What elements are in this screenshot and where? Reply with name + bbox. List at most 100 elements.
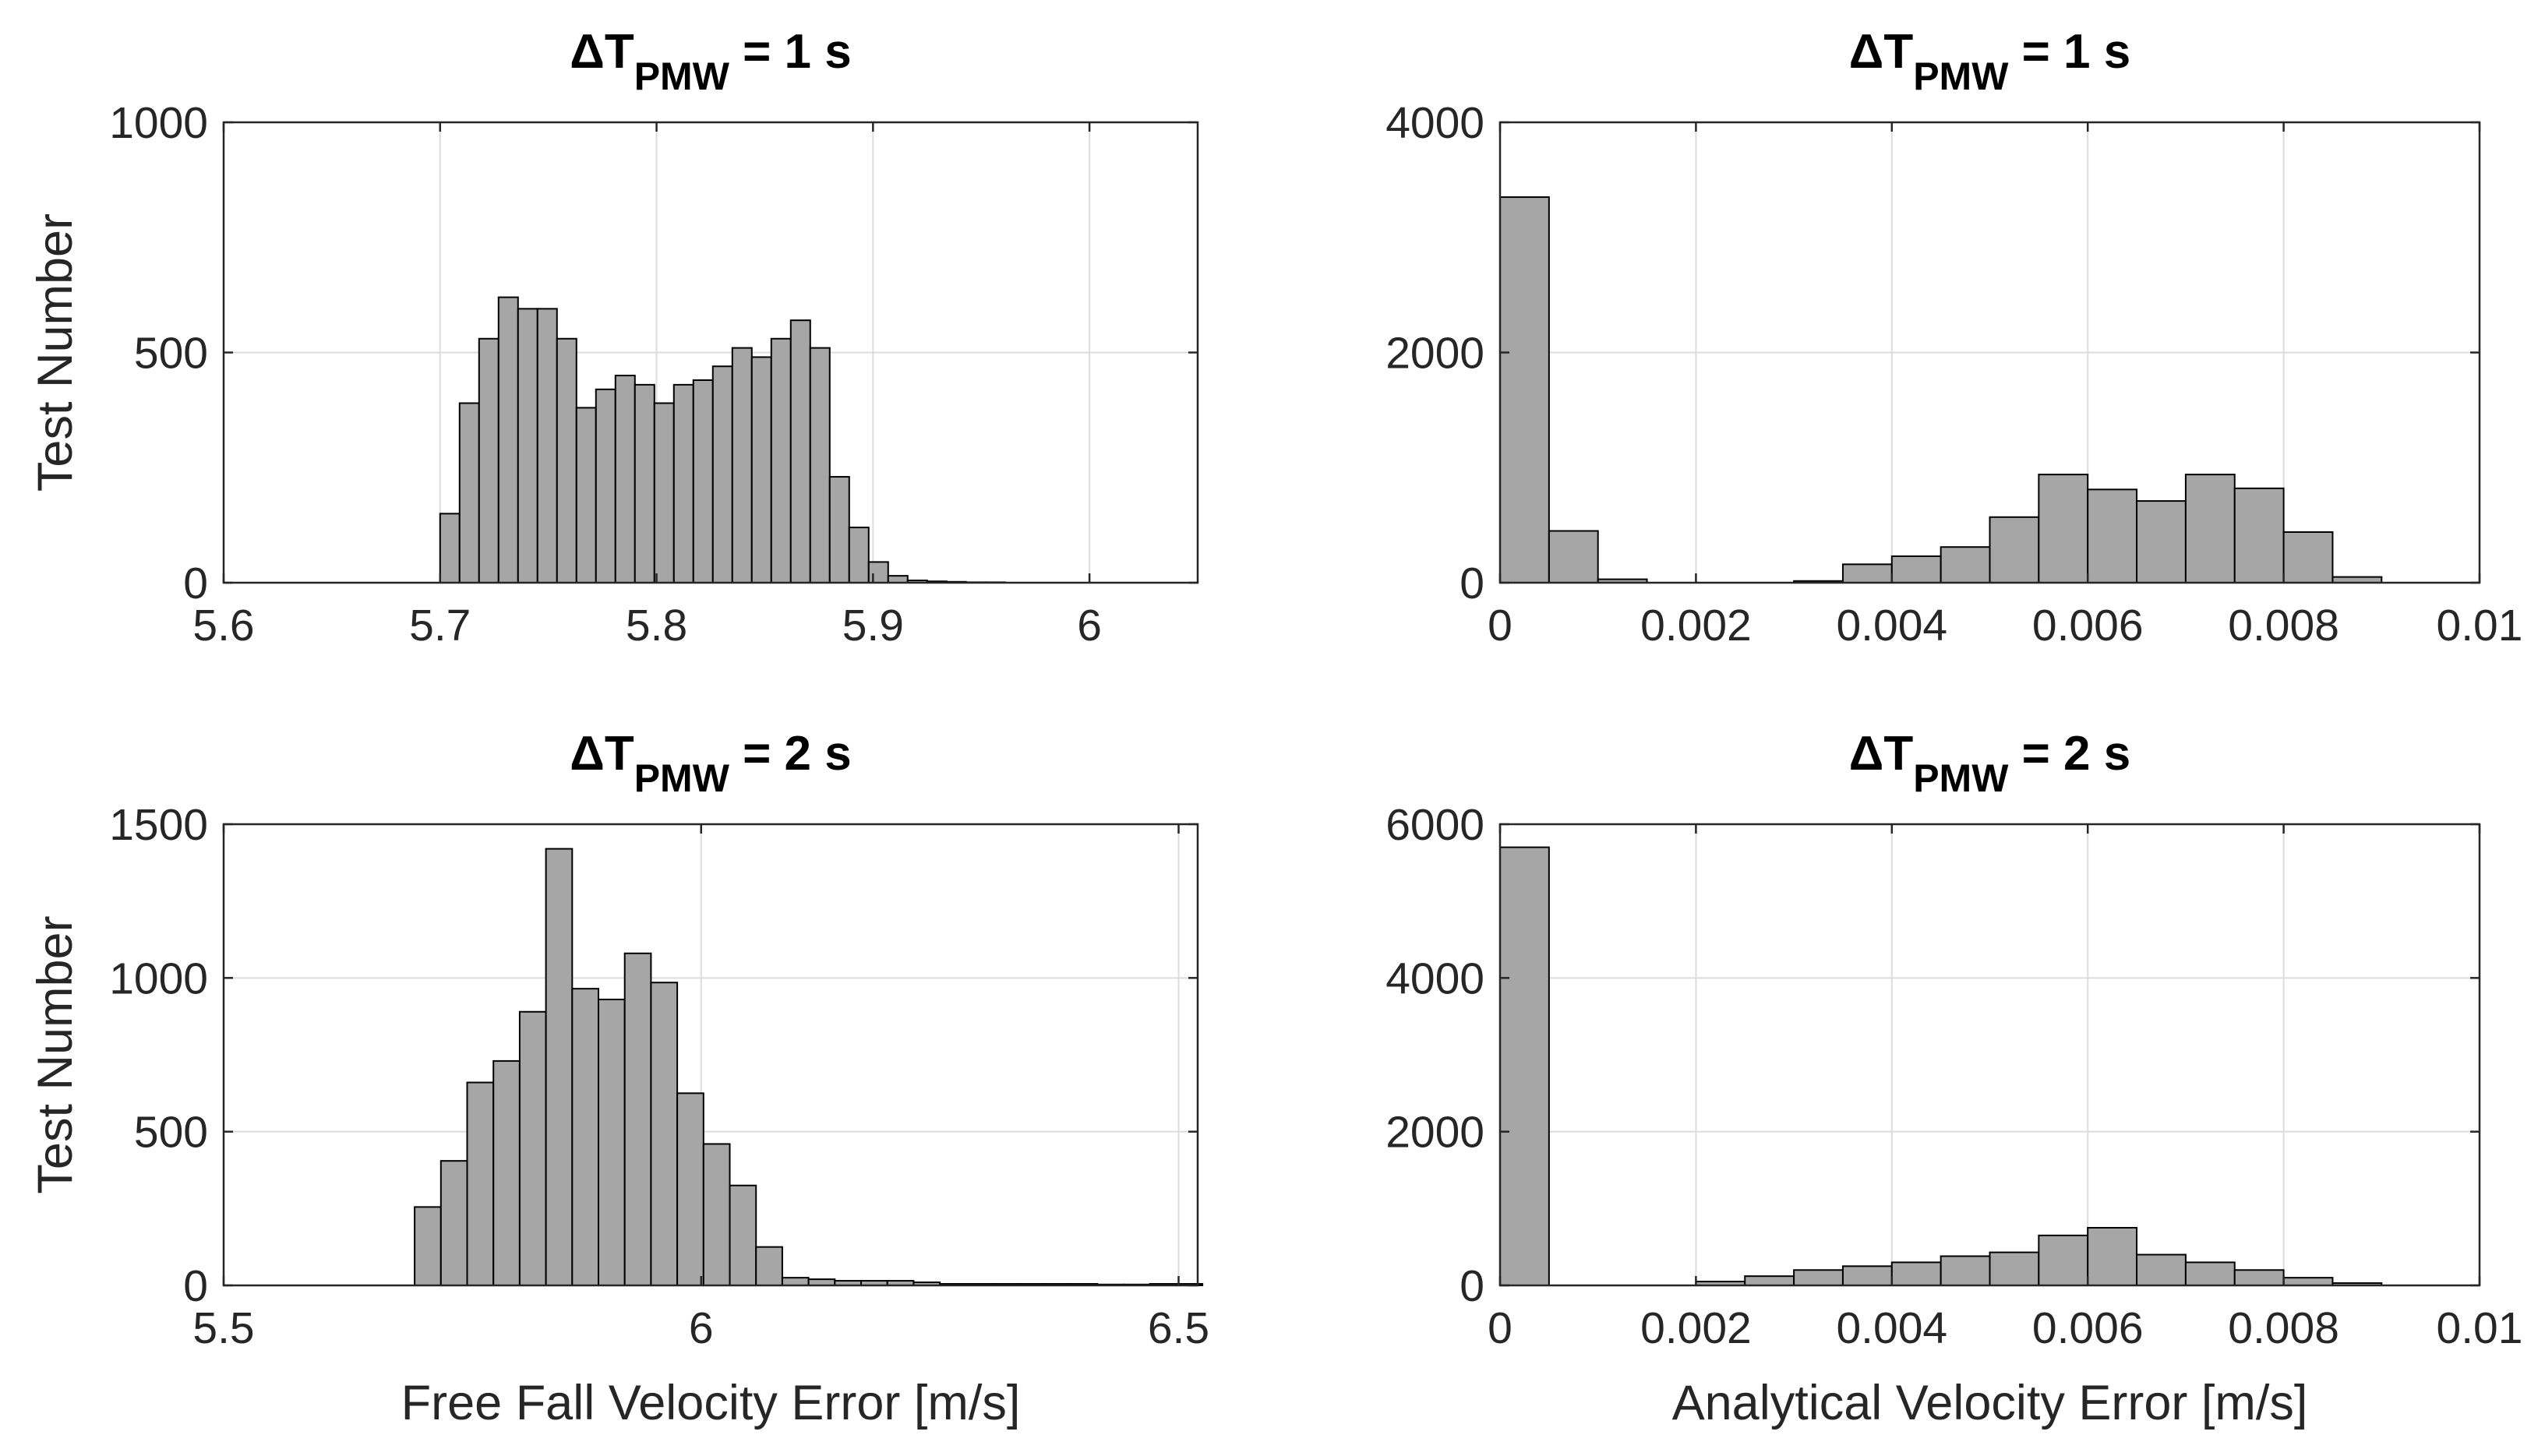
histogram-bar [2233, 487, 2285, 583]
histogram-bar [770, 337, 792, 583]
y-tick-label: 4000 [1385, 98, 1484, 148]
x-tick-label: 0.006 [2032, 1303, 2144, 1353]
histogram-bar [439, 1160, 468, 1287]
panel-title: ΔTPMW = 2 s [1849, 727, 2131, 800]
x-tick-label: 0.008 [2228, 1303, 2339, 1353]
histogram-bar [1890, 555, 1942, 584]
panel-title: ΔTPMW = 1 s [570, 25, 852, 98]
histogram-bar [536, 308, 558, 583]
histogram-bar [781, 1277, 810, 1286]
y-tick-label: 4000 [1385, 954, 1484, 1003]
title-main: ΔT [570, 25, 634, 79]
panel-title: ΔTPMW = 1 s [1849, 25, 2131, 98]
histogram-bar [478, 337, 499, 583]
histogram-bar [2136, 500, 2187, 583]
x-tick-label: 6 [1077, 601, 1102, 650]
x-tick-label: 0.004 [1836, 601, 1947, 650]
histogram-bar [466, 1081, 495, 1287]
histogram-bar [2184, 1261, 2236, 1287]
histogram-bar [672, 383, 694, 583]
histogram-bar [750, 356, 772, 583]
histogram-bar [2184, 474, 2236, 583]
histogram-bar [556, 337, 577, 583]
title-main: ΔT [1849, 25, 1914, 79]
title-subscript: PMW [634, 55, 730, 98]
histogram-bar [623, 952, 652, 1286]
histogram-bar [711, 365, 733, 583]
title-subscript: PMW [1913, 756, 2009, 800]
y-tick-label: 2000 [1385, 1108, 1484, 1158]
histogram-bar [414, 1206, 442, 1286]
histogram-panel-4: 0 0.002 0.004 0.006 0.008 0.01 0 2000 4000 6000 ΔT… [1385, 727, 2522, 1430]
title-suffix: = 1 s [2008, 25, 2130, 79]
histogram-bar [702, 1143, 731, 1287]
x-tick-label: 5.6 [192, 601, 254, 650]
y-tick-label: 500 [134, 329, 208, 379]
histogram-bar [887, 575, 909, 584]
x-tick-label: 6 [689, 1303, 714, 1353]
plot-frame [1498, 823, 2481, 1287]
y-tick-label: 1500 [109, 800, 208, 850]
histogram-bar [729, 1184, 757, 1286]
histogram-panel-1: 5.6 5.7 5.8 5.9 6 0 500 1000 ΔTPMW = 1 s Test Num… [28, 25, 1199, 650]
histogram-bar [439, 513, 461, 583]
histogram-bar [1989, 1251, 2040, 1287]
histogram-bar [1548, 530, 1599, 584]
histogram-bar [731, 347, 753, 583]
histogram-bar [1499, 196, 1550, 583]
histogram-bar [1841, 1265, 1893, 1287]
histogram-bar [634, 383, 655, 583]
histogram-bar [867, 561, 889, 584]
histogram-bar [518, 1010, 547, 1287]
y-tick-label: 0 [183, 1261, 208, 1311]
histogram-bar [2233, 1269, 2285, 1287]
histogram-bar [598, 998, 626, 1286]
histogram-bar [2087, 488, 2138, 584]
x-tick-label: 0.01 [2437, 601, 2523, 650]
title-suffix: = 2 s [729, 727, 852, 781]
histogram-bar [2282, 531, 2334, 583]
histogram-bar [828, 476, 850, 583]
histogram-bar [1940, 546, 1991, 584]
histogram-bar [575, 407, 597, 583]
histogram-bar [2038, 474, 2089, 583]
title-subscript: PMW [1913, 55, 2009, 98]
histogram-bar [2136, 1253, 2187, 1286]
y-axis-label: Test Number [28, 915, 83, 1193]
histogram-bar [595, 388, 616, 583]
histogram-bar [458, 402, 480, 584]
x-tick-label: 0.01 [2437, 1303, 2523, 1353]
plot-frame [222, 823, 1199, 1287]
histogram-bar [2282, 1277, 2334, 1286]
y-tick-label: 0 [183, 559, 208, 608]
histogram-bar [2038, 1234, 2089, 1287]
title-suffix: = 2 s [2008, 727, 2130, 781]
histogram-bar [789, 319, 811, 583]
histogram-bar [1989, 516, 2040, 583]
title-main: ΔT [1849, 727, 1914, 781]
histogram-bar [1744, 1275, 1795, 1287]
histogram-bar [650, 982, 679, 1286]
y-tick-label: 0 [1460, 1261, 1484, 1311]
histogram-bar [2087, 1227, 2138, 1286]
histogram-bar [517, 308, 538, 583]
y-tick-label: 1000 [109, 98, 208, 148]
histogram-bar [545, 848, 574, 1287]
y-tick-label: 0 [1460, 559, 1484, 608]
histogram-bar [755, 1246, 783, 1286]
histogram-panel-2: 0 0.002 0.004 0.006 0.008 0.01 0 2000 4000 ΔTPMW … [1385, 25, 2522, 650]
x-tick-label: 5.5 [192, 1303, 254, 1353]
histogram-bar [614, 375, 636, 583]
histogram-bar [692, 379, 714, 583]
title-suffix: = 1 s [729, 25, 852, 79]
y-tick-label: 2000 [1385, 329, 1484, 379]
x-tick-label: 0 [1488, 1303, 1513, 1353]
histogram-bar [492, 1059, 521, 1286]
x-tick-label: 0.002 [1640, 601, 1752, 650]
y-tick-label: 500 [134, 1108, 208, 1158]
histogram-bar [571, 988, 600, 1286]
histogram-bar [809, 347, 831, 583]
x-tick-label: 0.004 [1836, 1303, 1947, 1353]
title-main: ΔT [570, 727, 634, 781]
